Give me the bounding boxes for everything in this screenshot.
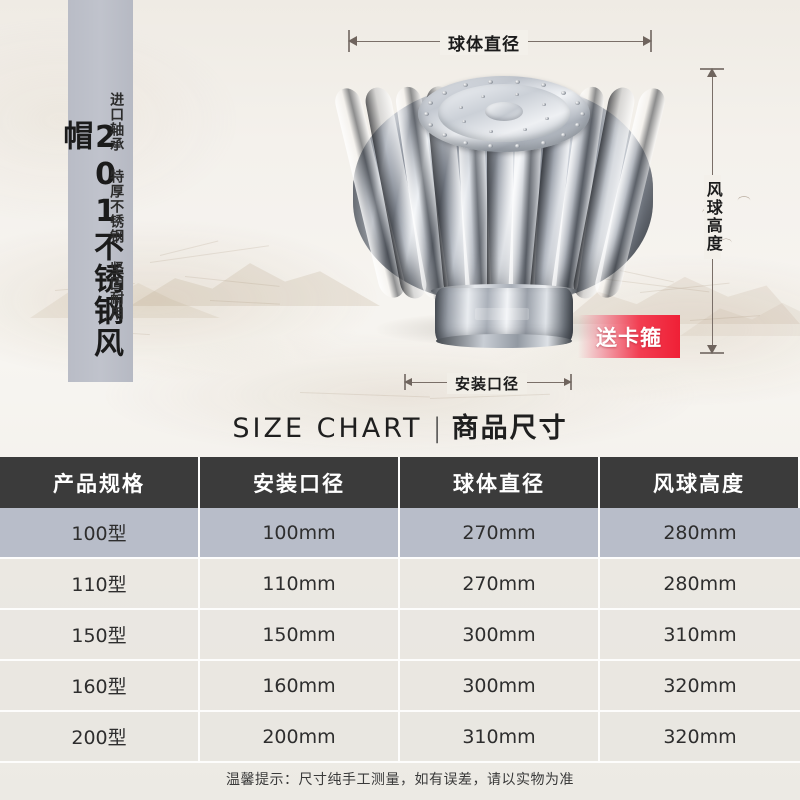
size-chart-title: SIZE CHART | 商品尺寸	[0, 406, 800, 445]
table-cell: 300mm	[400, 610, 600, 661]
dimension-label-install-diameter: 安装口径	[447, 373, 528, 394]
center-hub	[485, 102, 523, 121]
size-chart-title-en: SIZE CHART	[232, 413, 423, 444]
flange-bolt	[487, 144, 493, 149]
table-header-cell-0: 产品规格	[0, 457, 200, 508]
left-title-banner: 201不锈钢风帽 进口轴承 特厚不锈钢 坚固耐用	[57, 0, 133, 382]
table-cell: 320mm	[600, 712, 800, 763]
dimension-label-ball-height: 风球高度	[704, 175, 723, 259]
table-header-row: 产品规格 安装口径 球体直径 风球高度	[0, 457, 800, 508]
table-cell: 320mm	[600, 661, 800, 712]
table-row: 160型 160mm 300mm 320mm	[0, 661, 800, 712]
flange-bolt	[459, 105, 463, 109]
table-cell: 310mm	[400, 712, 600, 763]
flange-bolt	[561, 90, 567, 95]
table-body: 100型 100mm 270mm 280mm 110型 110mm 270mm 280mm 15…	[0, 508, 800, 763]
flange-bolt	[579, 112, 585, 116]
table-row: 100型 100mm 270mm 280mm	[0, 508, 800, 559]
table-cell: 160型	[0, 661, 200, 712]
table-cell: 150mm	[200, 610, 400, 661]
promo-badge: 送卡箍	[578, 315, 680, 358]
flange-bolt	[522, 128, 527, 132]
dimension-label-ball-diameter: 球体直径	[440, 30, 528, 55]
flange-bolt	[515, 144, 521, 149]
flange-bolt	[423, 112, 429, 116]
flange-bolt	[481, 94, 485, 98]
flange-bolt	[561, 133, 567, 138]
footer-note: 温馨提示：尺寸纯手工测量，如有误差，请以实物为准	[226, 772, 574, 788]
flange-bolt	[574, 100, 580, 105]
banner-title: 201不锈钢风帽	[57, 120, 123, 359]
arrow-down-icon	[707, 345, 717, 354]
flange-bolt	[540, 140, 546, 145]
table-cell: 110mm	[200, 559, 400, 610]
flange-bolt	[441, 133, 447, 138]
table-cell: 200型	[0, 712, 200, 763]
flange-bolt	[462, 83, 468, 88]
table-cell: 280mm	[600, 559, 800, 610]
flange-bolt	[488, 129, 493, 133]
table-header-cell-3: 风球高度	[600, 457, 800, 508]
flange-bolt	[462, 120, 467, 124]
table-cell: 100型	[0, 508, 200, 559]
flange-bolt	[462, 140, 468, 145]
table-header-cell-2: 球体直径	[400, 457, 600, 508]
table-cell: 150型	[0, 610, 200, 661]
arrow-left-icon	[348, 36, 357, 46]
arrow-up-icon	[707, 68, 717, 77]
flange-bolt	[441, 90, 447, 95]
size-chart-title-zh: 商品尺寸	[451, 413, 568, 444]
size-table: 产品规格 安装口径 球体直径 风球高度 100型 100mm 270mm 280mm 110型…	[0, 457, 800, 763]
ink-stroke	[209, 300, 280, 305]
ink-stroke	[299, 392, 430, 398]
table-cell: 270mm	[400, 508, 600, 559]
flange-bolt	[540, 83, 546, 88]
table-row: 150型 150mm 300mm 310mm	[0, 610, 800, 661]
table-cell: 110型	[0, 559, 200, 610]
flange-bolt	[515, 93, 520, 97]
table-cell: 100mm	[200, 508, 400, 559]
table-cell: 280mm	[600, 508, 800, 559]
flange-bolt	[428, 100, 434, 105]
ink-stroke	[689, 315, 760, 321]
table-row: 110型 110mm 270mm 280mm	[0, 559, 800, 610]
table-cell: 300mm	[400, 661, 600, 712]
table-cell: 160mm	[200, 661, 400, 712]
product-image	[332, 62, 671, 362]
flange-bolt	[541, 102, 546, 106]
arrow-right-icon	[643, 36, 652, 46]
base-bottom-rim	[436, 334, 572, 348]
ink-stroke	[184, 276, 280, 287]
table-header-cell-1: 安装口径	[200, 457, 400, 508]
banner-subtitle: 进口轴承 特厚不锈钢 坚固耐用	[108, 92, 125, 321]
flange-bolt	[515, 79, 521, 84]
arrow-left-icon	[404, 378, 412, 386]
title-separator: |	[432, 413, 442, 444]
promo-badge-label: 送卡箍	[596, 325, 662, 350]
flange-bolt	[544, 117, 549, 121]
flange-bolt	[574, 123, 580, 128]
ink-stroke	[149, 245, 269, 263]
table-cell: 200mm	[200, 712, 400, 763]
table-cell: 310mm	[600, 610, 800, 661]
arrow-right-icon	[564, 378, 572, 386]
flange-bolt	[487, 79, 493, 84]
flange-bolt	[428, 123, 434, 128]
bird-icon	[737, 195, 751, 203]
brand-logo	[475, 308, 529, 320]
ink-stroke	[429, 393, 550, 399]
table-cell: 270mm	[400, 559, 600, 610]
table-row: 200型 200mm 310mm 320mm	[0, 712, 800, 763]
